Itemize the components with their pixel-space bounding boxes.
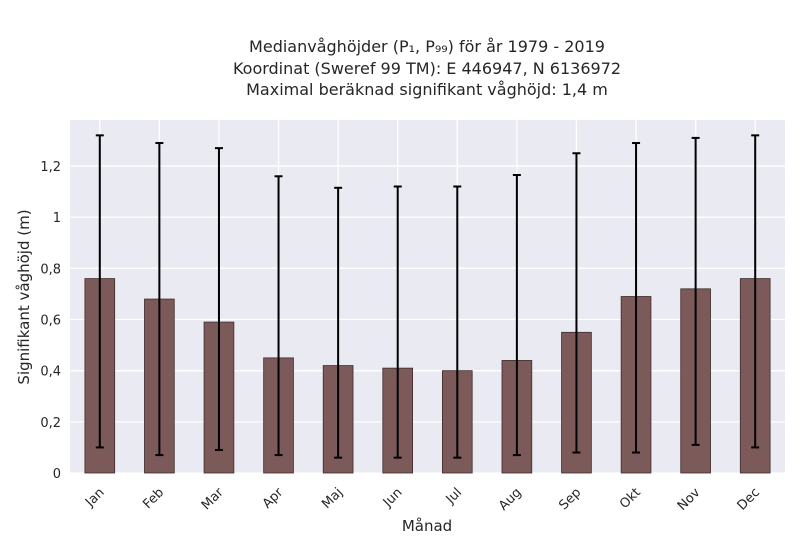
y-tick-label: 0,8 xyxy=(40,262,61,277)
x-axis-ticks: Jan Feb Mar Apr Maj Jun Jul Aug Sep Okt Nov Dec xyxy=(82,485,763,514)
x-tick-label: Jun xyxy=(380,485,406,511)
error-bar-jul xyxy=(453,185,462,459)
y-tick-label: 0,2 xyxy=(40,416,61,431)
error-bar-apr xyxy=(274,175,283,457)
x-tick-label: Dec xyxy=(735,485,763,513)
plot-area xyxy=(70,120,785,473)
x-tick-label: Mar xyxy=(199,485,227,513)
error-bar-nov xyxy=(691,136,700,446)
x-tick-label: Jul xyxy=(443,485,465,507)
x-tick-label: Sep xyxy=(556,485,584,513)
error-bars xyxy=(95,134,760,459)
x-tick-label: Feb xyxy=(140,485,167,512)
y-axis-label: Signifikant våghöjd (m) xyxy=(15,209,33,384)
error-bar-mar xyxy=(214,147,223,451)
x-tick-label: Maj xyxy=(319,485,346,512)
y-tick-label: 1,2 xyxy=(40,160,61,175)
x-tick-label: Okt xyxy=(617,485,644,512)
x-tick-label: Nov xyxy=(675,485,704,514)
chart-title-line-1: Medianvåghöjder (P₁, P₉₉) för år 1979 - … xyxy=(249,37,605,56)
error-bar-okt xyxy=(632,142,641,454)
error-bar-jun xyxy=(393,185,402,459)
x-tick-label: Apr xyxy=(260,485,287,512)
error-bar-maj xyxy=(334,186,343,459)
y-tick-label: 0,6 xyxy=(40,314,61,329)
chart-title-line-3: Maximal beräknad signifikant våghöjd: 1,… xyxy=(246,80,608,99)
x-tick-label: Aug xyxy=(496,485,525,514)
y-tick-label: 0 xyxy=(53,467,61,482)
x-tick-label: Jan xyxy=(82,485,107,510)
y-tick-label: 1 xyxy=(53,211,61,226)
error-bar-dec xyxy=(751,134,760,449)
x-axis-label: Månad xyxy=(402,517,452,535)
y-tick-label: 0,4 xyxy=(40,365,61,380)
error-bar-feb xyxy=(155,142,164,457)
error-bar-jan xyxy=(95,134,104,449)
y-axis-ticks: 0 0,2 0,4 0,6 0,8 1 1,2 xyxy=(40,160,61,482)
chart-title-line-2: Koordinat (Sweref 99 TM): E 446947, N 61… xyxy=(233,59,621,78)
chart-title: Medianvåghöjder (P₁, P₉₉) för år 1979 - … xyxy=(233,37,621,99)
error-bar-aug xyxy=(512,173,521,457)
error-bar-sep xyxy=(572,152,581,454)
